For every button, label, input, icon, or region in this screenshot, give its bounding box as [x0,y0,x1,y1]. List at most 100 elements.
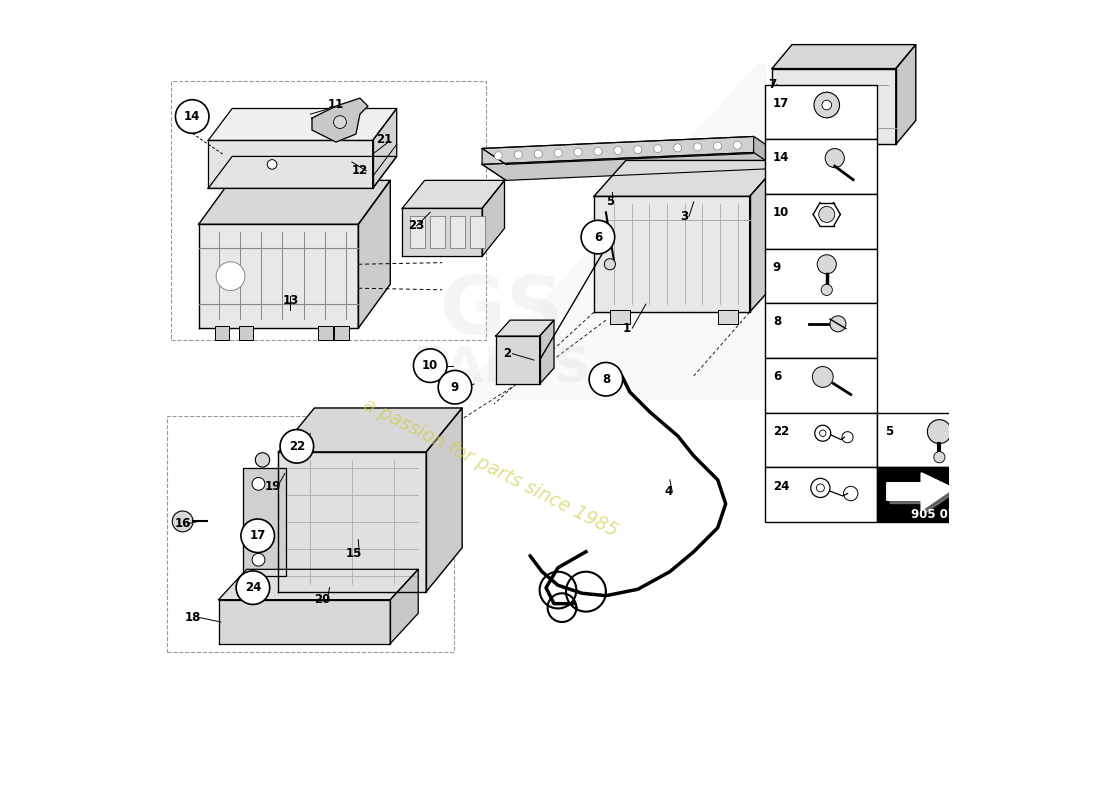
Polygon shape [390,570,418,643]
Circle shape [590,362,623,396]
Bar [764,249,878,303]
Text: GS: GS [440,273,564,351]
Circle shape [822,284,833,295]
Circle shape [255,453,270,467]
Bar [470,216,484,248]
Bar [764,413,878,467]
Circle shape [574,148,582,156]
Text: 23: 23 [408,219,425,233]
Text: 20: 20 [315,593,330,606]
Text: 17: 17 [250,530,266,542]
Text: 6: 6 [773,370,781,383]
Polygon shape [895,45,916,145]
Text: 21: 21 [376,133,392,146]
Bar [410,216,425,248]
Circle shape [594,147,602,155]
Text: 12: 12 [352,164,368,178]
Text: 6: 6 [594,230,602,243]
Bar [878,467,990,522]
Text: 19: 19 [265,480,282,493]
Circle shape [818,206,835,222]
Circle shape [173,511,192,532]
Text: 7: 7 [768,78,777,91]
Circle shape [825,149,845,168]
Circle shape [236,571,270,605]
Polygon shape [496,336,540,384]
Bar [764,139,878,194]
Bar [764,194,878,249]
Polygon shape [772,45,916,69]
Polygon shape [403,180,505,208]
Circle shape [267,160,277,170]
Bar [214,326,229,340]
Polygon shape [219,570,418,600]
Polygon shape [887,473,954,510]
Bar [450,216,464,248]
Circle shape [693,143,702,151]
Circle shape [927,420,952,444]
Text: 9: 9 [773,261,781,274]
Circle shape [333,116,346,129]
Text: 14: 14 [773,151,789,164]
Text: 8: 8 [773,315,781,329]
Circle shape [241,519,275,553]
Circle shape [597,371,615,389]
Polygon shape [208,141,373,188]
Circle shape [535,150,542,158]
Circle shape [280,430,314,463]
Polygon shape [540,320,554,384]
Circle shape [817,254,836,274]
Polygon shape [482,137,754,165]
Circle shape [634,146,641,154]
Bar [764,85,878,139]
Polygon shape [403,208,482,256]
Text: a passion for parts since 1985: a passion for parts since 1985 [360,395,620,541]
Circle shape [438,370,472,404]
Polygon shape [754,137,778,169]
Circle shape [673,144,682,152]
Polygon shape [887,473,954,510]
Polygon shape [208,109,397,141]
Polygon shape [373,109,397,188]
Bar [878,413,990,467]
Polygon shape [312,98,367,142]
Circle shape [604,258,616,270]
Text: 22: 22 [288,440,305,453]
Polygon shape [482,137,778,165]
Polygon shape [594,196,750,312]
Circle shape [814,92,839,118]
Circle shape [614,146,622,154]
Circle shape [252,554,265,566]
Text: 9: 9 [451,381,459,394]
Bar [430,216,444,248]
Bar [334,326,349,340]
Circle shape [176,100,209,134]
Polygon shape [199,224,359,328]
Bar [609,310,630,324]
Bar [764,303,878,358]
Text: 16: 16 [175,518,190,530]
Text: 17: 17 [773,97,789,110]
Text: 22: 22 [773,425,789,438]
Circle shape [822,100,832,110]
Polygon shape [496,320,554,336]
Polygon shape [594,161,782,196]
Text: 5: 5 [886,425,893,438]
Text: 24: 24 [244,581,261,594]
Text: 10: 10 [422,359,438,372]
Bar [764,358,878,413]
Polygon shape [890,476,957,514]
Text: 18: 18 [185,610,201,624]
Polygon shape [482,180,505,256]
Polygon shape [426,408,462,592]
Circle shape [586,233,606,252]
Polygon shape [208,157,397,188]
Circle shape [217,262,245,290]
Polygon shape [199,180,390,224]
Bar [318,326,333,340]
Polygon shape [454,65,766,400]
Circle shape [581,220,615,254]
Polygon shape [482,153,778,180]
Polygon shape [359,180,390,328]
Text: 3: 3 [680,210,689,223]
